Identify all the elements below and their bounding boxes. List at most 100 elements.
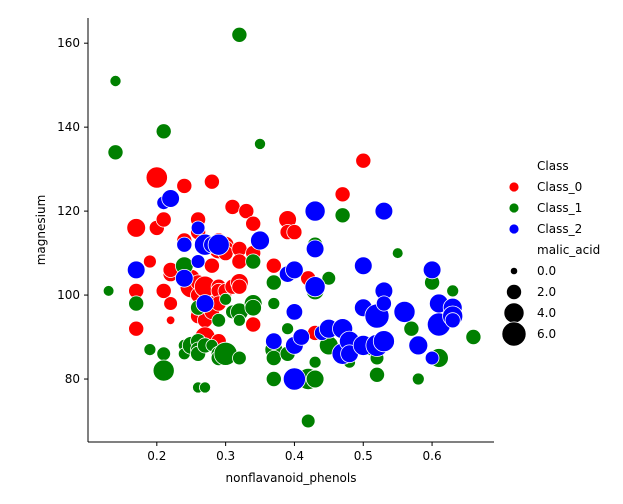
legend-hue-entries: Class_0 Class_1 Class_2 — [508, 180, 582, 236]
point-class-2 — [195, 294, 215, 313]
point-class-2 — [374, 201, 394, 221]
point-class-1 — [305, 369, 325, 389]
point-class-0 — [203, 173, 220, 190]
point-class-1 — [403, 320, 420, 337]
point-class-0 — [286, 224, 303, 241]
point-class-2 — [265, 332, 283, 350]
point-class-2 — [424, 350, 440, 366]
point-class-0 — [165, 315, 176, 326]
point-class-0 — [128, 320, 145, 337]
point-class-0 — [155, 282, 172, 299]
point-class-2 — [207, 233, 230, 256]
point-class-2 — [292, 328, 311, 346]
scatter-marks — [102, 26, 482, 429]
x-tick-label: 0.2 — [147, 449, 166, 463]
legend-size-title: malic_acid — [537, 243, 600, 257]
point-class-1 — [109, 75, 122, 88]
point-class-1 — [391, 247, 404, 259]
point-class-2 — [375, 295, 392, 312]
point-class-0 — [245, 316, 262, 333]
legend-label: Class_1 — [537, 201, 582, 215]
point-class-1 — [211, 312, 227, 328]
point-class-2 — [175, 268, 194, 288]
point-class-2 — [285, 260, 304, 280]
point-class-2 — [393, 300, 416, 323]
point-class-2 — [176, 236, 193, 253]
point-class-2 — [305, 239, 325, 259]
x-axis-ticks: 0.2 0.3 0.4 0.5 0.6 — [147, 442, 442, 463]
point-class-0 — [245, 215, 262, 232]
point-class-1 — [321, 270, 337, 286]
y-tick-label: 160 — [57, 36, 80, 50]
y-axis-ticks: 80 100 120 140 160 — [57, 36, 88, 386]
point-class-1 — [143, 343, 157, 357]
point-class-0 — [238, 203, 255, 220]
point-class-1 — [155, 123, 172, 140]
point-class-1 — [253, 137, 266, 150]
point-class-1 — [102, 285, 115, 297]
point-class-2 — [444, 312, 461, 329]
y-tick-label: 120 — [57, 204, 80, 218]
legend-label: Class_2 — [537, 222, 582, 236]
point-class-2 — [422, 260, 442, 280]
y-axis-label: magnesium — [34, 195, 48, 266]
point-class-1 — [267, 297, 281, 310]
legend-size-marker — [501, 321, 527, 347]
point-class-1 — [219, 292, 233, 306]
point-class-1 — [265, 370, 282, 387]
legend-size-label: 2.0 — [537, 285, 556, 299]
point-class-0 — [231, 253, 248, 270]
point-class-1 — [231, 26, 248, 43]
point-class-0 — [231, 278, 248, 295]
point-class-1 — [446, 284, 460, 298]
point-class-1 — [198, 381, 211, 394]
point-class-1 — [368, 366, 385, 383]
legend-marker — [508, 202, 520, 214]
point-class-0 — [265, 257, 282, 274]
point-class-0 — [145, 166, 168, 189]
x-tick-label: 0.4 — [285, 449, 304, 463]
point-class-2 — [126, 260, 146, 280]
point-class-1 — [244, 299, 262, 317]
point-class-2 — [408, 335, 429, 356]
y-tick-label: 80 — [65, 372, 80, 386]
legend-size-label: 0.0 — [537, 264, 556, 278]
point-class-0 — [224, 198, 241, 215]
point-class-1 — [465, 328, 482, 345]
legend-size-entries: 0.0 2.0 4.0 6.0 — [501, 264, 556, 347]
point-class-0 — [155, 211, 172, 228]
x-tick-label: 0.5 — [354, 449, 373, 463]
x-axis-label: nonflavanoid_phenols — [226, 471, 357, 485]
legend-label: Class_0 — [537, 180, 582, 194]
point-class-1 — [232, 313, 246, 327]
legend-size-label: 4.0 — [537, 306, 556, 320]
point-class-1 — [265, 349, 282, 366]
point-class-2 — [282, 367, 306, 391]
point-class-2 — [190, 220, 206, 236]
point-class-1 — [152, 359, 175, 382]
point-class-0 — [142, 254, 157, 269]
point-class-1 — [156, 346, 172, 362]
point-class-2 — [304, 200, 326, 222]
point-class-1 — [300, 413, 316, 429]
point-class-1 — [245, 253, 262, 270]
point-class-0 — [355, 152, 372, 169]
point-class-2 — [285, 303, 304, 321]
legend-size-marker — [505, 283, 522, 300]
legend-hue-title: Class — [537, 159, 569, 173]
legend-size-marker — [509, 266, 519, 276]
point-class-2 — [190, 254, 206, 269]
legend-marker — [508, 223, 520, 235]
legend-size-label: 6.0 — [537, 327, 556, 341]
point-class-1 — [411, 372, 425, 386]
y-tick-label: 140 — [57, 120, 80, 134]
point-class-1 — [281, 322, 295, 336]
legend-size-marker — [503, 302, 525, 324]
point-class-0 — [176, 177, 193, 194]
point-class-2 — [372, 330, 395, 353]
point-class-1 — [308, 355, 322, 369]
point-class-2 — [161, 189, 180, 208]
point-class-1 — [128, 295, 145, 312]
y-tick-label: 100 — [57, 288, 80, 302]
